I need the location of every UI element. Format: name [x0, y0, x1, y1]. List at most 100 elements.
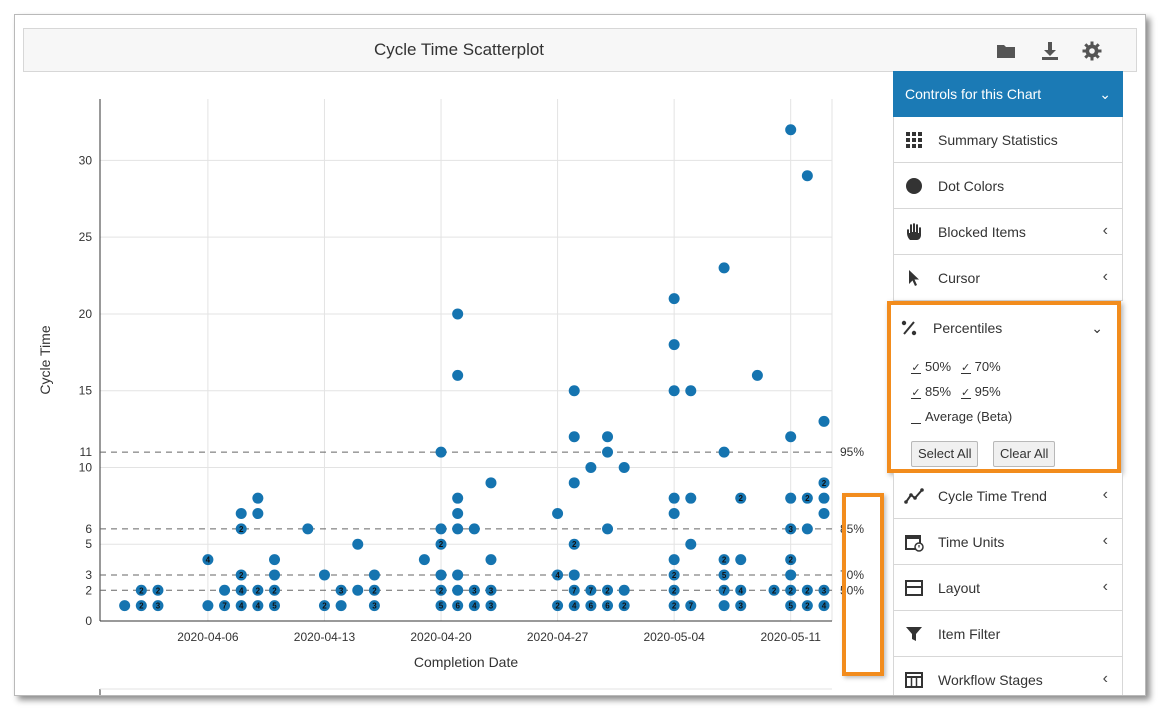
control-label: Workflow Stages [938, 672, 1043, 688]
data-point-dot [302, 523, 314, 535]
data-point-dot [452, 492, 464, 504]
checkbox-85[interactable]: ✓ 85% [911, 384, 951, 399]
data-point: 5 [785, 600, 797, 612]
data-point-dot [718, 569, 730, 581]
data-point-dot [602, 446, 614, 458]
data-point [618, 461, 630, 473]
data-point-count: 2 [572, 540, 577, 549]
data-point-dot [685, 538, 697, 550]
data-point-dot [585, 461, 597, 473]
data-point [801, 523, 813, 535]
data-point-count: 2 [239, 525, 244, 534]
control-layout[interactable]: Layout ‹ [893, 565, 1123, 611]
data-point [818, 492, 830, 504]
data-point: 4 [468, 600, 480, 612]
data-point: 6 [452, 600, 464, 612]
data-point [785, 431, 797, 443]
checkbox-70[interactable]: ✓ 70% [960, 359, 1001, 374]
clear-all-button[interactable]: Clear All [993, 441, 1056, 467]
control-item-filter[interactable]: Item Filter [893, 611, 1123, 657]
checkbox-label: 70% [974, 359, 1001, 374]
data-point-count: 6 [605, 602, 610, 611]
data-point-dot [252, 600, 264, 612]
data-point-dot [235, 508, 247, 520]
data-point-count: 2 [822, 479, 827, 488]
data-point-dot [718, 584, 730, 596]
data-point-dot [568, 431, 580, 443]
data-point-count: 2 [256, 586, 261, 595]
data-point-dot [368, 600, 380, 612]
gear-icon[interactable] [1082, 41, 1102, 61]
control-workflow-stages[interactable]: Workflow Stages ‹ [893, 657, 1123, 695]
data-point-dot [735, 584, 747, 596]
data-point [119, 600, 131, 612]
checkbox-average[interactable]: Average (Beta) [911, 409, 1012, 424]
select-all-button[interactable]: Select All [911, 441, 979, 467]
control-summary-statistics[interactable]: Summary Statistics [893, 117, 1123, 163]
data-point-count: 5 [272, 602, 277, 611]
data-point-dot [801, 600, 813, 612]
data-point-count: 2 [772, 586, 777, 595]
data-point-dot [452, 308, 464, 320]
data-point [202, 600, 214, 612]
data-point [568, 431, 580, 443]
data-point [602, 523, 614, 535]
data-point-dot [235, 600, 247, 612]
data-point-dot [468, 584, 480, 596]
data-point-dot [785, 523, 797, 535]
y-tick-label: 10 [79, 460, 93, 474]
data-point-count: 5 [788, 602, 793, 611]
percentile-label: 70% [840, 568, 864, 582]
data-point-count: 3 [372, 602, 377, 611]
data-point: 7 [685, 600, 697, 612]
y-axis-title: Cycle Time [37, 325, 53, 394]
data-point-count: 2 [272, 586, 277, 595]
data-point-dot [318, 569, 330, 581]
data-point-dot [119, 600, 131, 612]
data-point-count: 7 [589, 586, 594, 595]
y-tick-label: 6 [85, 522, 92, 536]
download-icon[interactable] [1040, 41, 1060, 61]
data-point [668, 554, 680, 566]
control-blocked-items[interactable]: Blocked Items ‹ [893, 209, 1123, 255]
data-point-dot [219, 584, 231, 596]
control-time-units[interactable]: Time Units ‹ [893, 519, 1123, 565]
control-cursor[interactable]: Cursor ‹ [893, 255, 1123, 301]
control-dot-colors[interactable]: Dot Colors [893, 163, 1123, 209]
data-point-dot [668, 385, 680, 397]
data-point-dot [335, 584, 347, 596]
data-point-dot [818, 508, 830, 520]
data-point [818, 508, 830, 520]
checkbox-50[interactable]: ✓ 50% [911, 359, 951, 374]
folder-icon[interactable] [996, 41, 1016, 61]
data-point-dot [335, 600, 347, 612]
data-point-dot [135, 600, 147, 612]
data-point: 3 [485, 600, 497, 612]
data-point-dot [735, 554, 747, 566]
data-point-dot [735, 600, 747, 612]
data-point-dot [568, 385, 580, 397]
data-point [235, 508, 247, 520]
data-point: 2 [568, 538, 580, 550]
chevron-down-icon: ⌄ [1099, 86, 1111, 102]
control-cycle-time-trend[interactable]: Cycle Time Trend ‹ [893, 473, 1123, 519]
data-point-dot [269, 554, 281, 566]
data-point-dot [219, 600, 231, 612]
data-point [685, 385, 697, 397]
data-point: 2 [801, 600, 813, 612]
data-point-count: 5 [722, 571, 727, 580]
filter-icon [904, 624, 924, 644]
checkbox-95[interactable]: ✓ 95% [960, 384, 1001, 399]
data-point-dot [435, 584, 447, 596]
data-point: 2 [135, 600, 147, 612]
controls-header[interactable]: Controls for this Chart ⌄ [893, 71, 1123, 117]
data-point: 3 [818, 584, 830, 596]
data-point-dot [568, 538, 580, 550]
data-point: 3 [152, 600, 164, 612]
y-tick-label: 20 [79, 307, 93, 321]
data-point-count: 3 [489, 602, 494, 611]
chart-header: Cycle Time Scatterplot [23, 28, 1137, 72]
percentiles-header[interactable]: Percentiles ⌄ [891, 305, 1117, 351]
data-point-dot [135, 584, 147, 596]
